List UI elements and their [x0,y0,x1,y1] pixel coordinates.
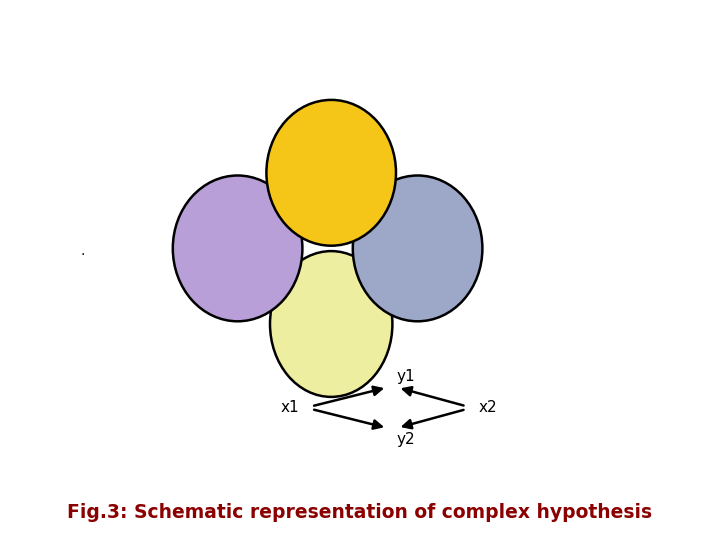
Ellipse shape [173,176,302,321]
Text: y1: y1 [396,369,415,384]
Ellipse shape [353,176,482,321]
Text: x2: x2 [478,400,497,415]
Text: Fig.3: Schematic representation of complex hypothesis: Fig.3: Schematic representation of compl… [68,503,652,523]
Ellipse shape [266,100,396,246]
Text: .: . [81,244,85,258]
Text: y2: y2 [396,431,415,447]
Ellipse shape [270,251,392,397]
Text: x1: x1 [281,400,300,415]
